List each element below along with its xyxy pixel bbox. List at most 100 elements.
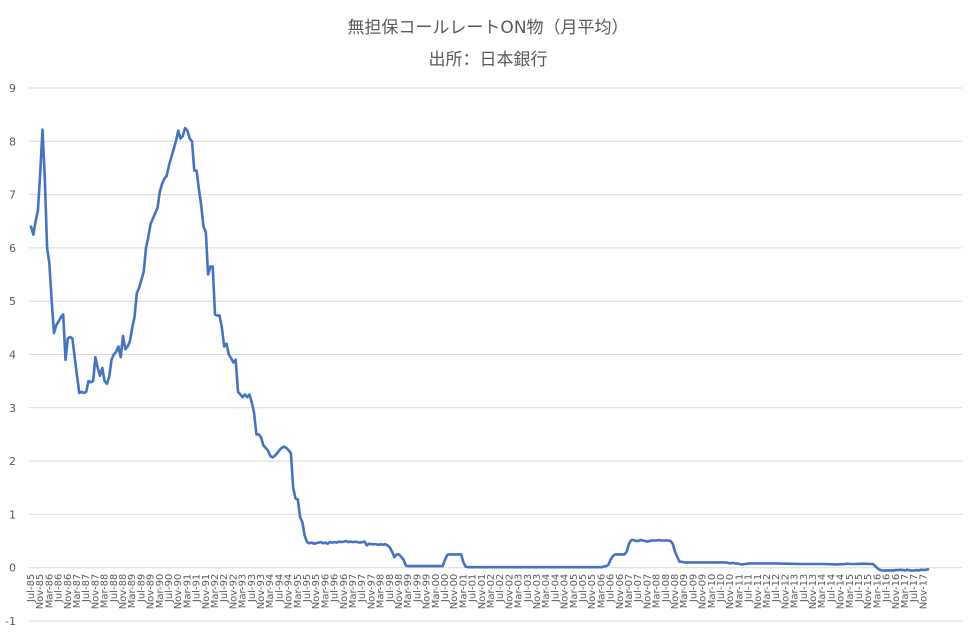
- y-tick-label: 9: [9, 82, 16, 95]
- x-tick-label: Jul-91: [192, 574, 203, 603]
- x-tick-label: Mar-89: [127, 574, 138, 609]
- y-tick-label: 6: [9, 242, 16, 255]
- x-tick-label: Nov-85: [35, 574, 46, 610]
- x-tick-label: Nov-04: [560, 574, 571, 610]
- x-tick-label: Nov-91: [201, 574, 212, 610]
- x-tick-label: Jul-10: [716, 574, 727, 603]
- x-tick-label: Nov-16: [891, 574, 902, 610]
- x-tick-label: Mar-88: [100, 574, 111, 609]
- x-tick-label: Jul-92: [219, 574, 230, 603]
- x-tick-label: Mar-07: [624, 574, 635, 609]
- x-tick-label: Jul-00: [440, 574, 451, 603]
- x-tick-label: Mar-98: [376, 574, 387, 609]
- x-tick-label: Jul-89: [136, 574, 147, 603]
- x-axis-tick-labels: Jul-85Nov-85Mar-86Jul-86Nov-86Mar-87Jul-…: [26, 574, 929, 610]
- y-tick-label: 1: [9, 508, 16, 521]
- x-tick-label: Jul-13: [799, 574, 810, 603]
- x-tick-label: Jul-99: [412, 574, 423, 603]
- x-tick-label: Nov-99: [422, 574, 433, 610]
- x-tick-label: Nov-08: [670, 574, 681, 610]
- x-tick-label: Mar-03: [514, 574, 525, 609]
- y-tick-label: 5: [9, 295, 16, 308]
- x-tick-label: Mar-87: [72, 574, 83, 609]
- x-tick-label: Nov-93: [256, 574, 267, 610]
- x-tick-label: Jul-09: [688, 574, 699, 603]
- call-rate-series-line: [29, 126, 930, 572]
- gridlines: [29, 87, 962, 622]
- y-tick-label: 8: [9, 135, 16, 148]
- x-tick-label: Jul-12: [771, 574, 782, 603]
- x-tick-label: Nov-95: [311, 574, 322, 610]
- x-tick-label: Nov-13: [808, 574, 819, 610]
- x-tick-label: Jul-96: [330, 574, 341, 603]
- x-tick-label: Jul-17: [909, 574, 920, 603]
- x-tick-label: Mar-99: [403, 574, 414, 609]
- x-tick-label: Jul-05: [578, 574, 589, 603]
- chart-title: 無担保コールレートON物（月平均）: [347, 18, 629, 38]
- x-tick-label: Mar-06: [596, 574, 607, 609]
- x-tick-label: Mar-13: [790, 574, 801, 609]
- x-tick-label: Nov-92: [228, 574, 239, 610]
- y-axis-tick-labels: -1 0 1 2 3 4 5 6 7 8 9: [5, 82, 16, 628]
- x-tick-label: Jul-87: [81, 574, 92, 603]
- y-tick-label: 7: [9, 189, 16, 202]
- x-tick-label: Jul-03: [523, 574, 534, 603]
- x-tick-label: Mar-93: [238, 574, 249, 609]
- x-tick-label: Nov-00: [449, 574, 460, 610]
- x-tick-label: Nov-01: [477, 574, 488, 610]
- y-tick-label: 0: [9, 562, 16, 575]
- x-tick-label: Nov-98: [394, 574, 405, 610]
- x-tick-label: Mar-01: [458, 574, 469, 609]
- x-tick-label: Jul-98: [385, 574, 396, 603]
- x-tick-label: Mar-05: [569, 574, 580, 609]
- y-tick-label: 3: [9, 402, 16, 415]
- x-tick-label: Nov-15: [863, 574, 874, 610]
- x-tick-label: Mar-12: [762, 574, 773, 609]
- x-tick-label: Mar-04: [541, 574, 552, 609]
- x-tick-label: Jul-16: [882, 574, 893, 603]
- x-tick-label: Jul-08: [661, 574, 672, 603]
- x-tick-label: Nov-11: [753, 574, 764, 610]
- x-tick-label: Jul-06: [606, 574, 617, 603]
- x-tick-label: Mar-94: [265, 574, 276, 609]
- x-tick-label: Jul-85: [26, 574, 37, 603]
- x-tick-label: Jul-86: [54, 574, 65, 603]
- x-tick-label: Jul-04: [550, 574, 561, 603]
- x-tick-label: Nov-10: [725, 574, 736, 610]
- x-tick-label: Mar-00: [431, 574, 442, 609]
- x-tick-label: Mar-09: [679, 574, 690, 609]
- x-tick-label: Mar-92: [210, 574, 221, 609]
- chart-subtitle: 出所：日本銀行: [428, 50, 548, 70]
- x-tick-label: Jul-11: [744, 574, 755, 603]
- y-tick-label: 2: [9, 455, 16, 468]
- x-tick-label: Nov-86: [63, 574, 74, 610]
- x-tick-label: Nov-02: [504, 574, 515, 610]
- y-tick-label: 4: [9, 349, 16, 362]
- x-tick-label: Nov-07: [642, 574, 653, 610]
- x-tick-label: Jul-90: [164, 574, 175, 603]
- x-tick-label: Nov-87: [90, 574, 101, 610]
- x-tick-label: Nov-06: [615, 574, 626, 610]
- x-tick-label: Nov-12: [780, 574, 791, 610]
- x-tick-label: Nov-96: [339, 574, 350, 610]
- x-tick-label: Jul-07: [633, 574, 644, 603]
- x-tick-label: Nov-90: [173, 574, 184, 610]
- x-tick-label: Jul-94: [274, 574, 285, 603]
- x-tick-label: Jul-15: [854, 574, 865, 603]
- x-tick-label: Jul-95: [302, 574, 313, 603]
- x-tick-label: Mar-10: [707, 574, 718, 609]
- x-tick-label: Jul-97: [357, 574, 368, 603]
- x-tick-label: Mar-95: [293, 574, 304, 609]
- x-tick-label: Nov-14: [836, 574, 847, 610]
- y-tick-label: -1: [5, 615, 16, 628]
- x-tick-label: Jul-14: [826, 574, 837, 603]
- x-tick-label: Mar-15: [845, 574, 856, 609]
- x-tick-label: Mar-08: [652, 574, 663, 609]
- x-tick-label: Nov-89: [146, 574, 157, 610]
- x-tick-label: Jul-88: [109, 574, 120, 603]
- x-tick-label: Nov-03: [532, 574, 543, 610]
- x-tick-label: Mar-96: [320, 574, 331, 609]
- x-tick-label: Mar-90: [155, 574, 166, 609]
- x-tick-label: Mar-14: [817, 574, 828, 609]
- x-tick-label: Mar-16: [872, 574, 883, 609]
